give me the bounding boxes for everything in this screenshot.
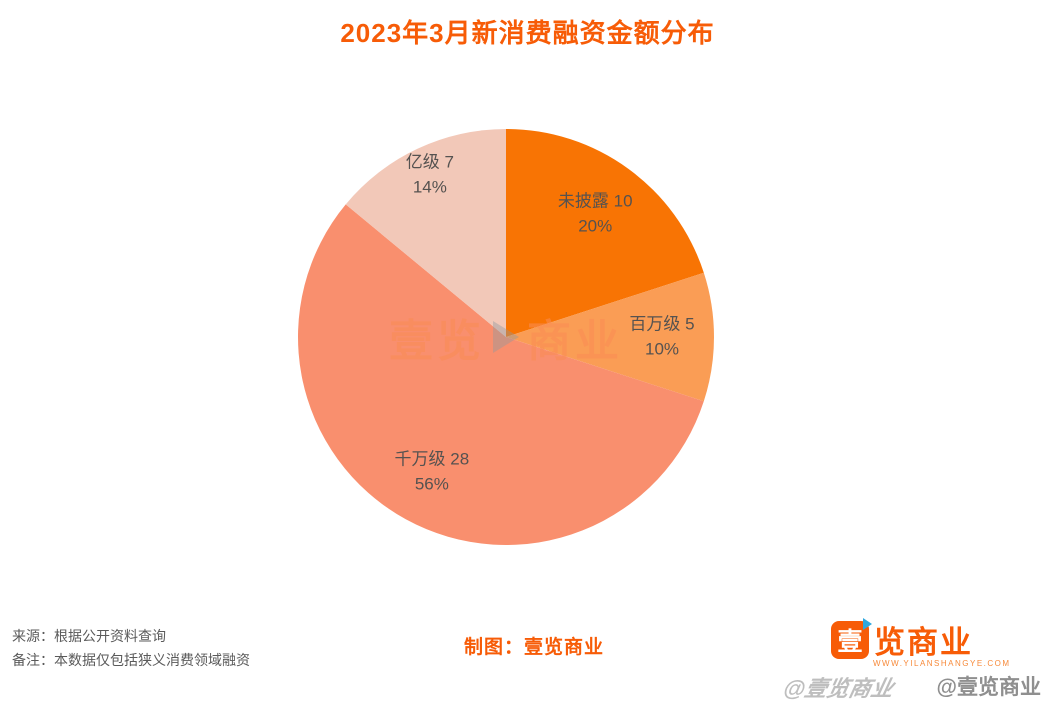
brand-handle: @壹览商业 [936,676,1041,699]
pie-svg [298,129,714,545]
play-triangle-icon [493,321,519,353]
slice-label-百万级: 百万级 5 10% [629,314,695,358]
logo-square-icon: 壹 [831,617,872,659]
page-title: 2023年3月新消费融资金额分布 [340,18,715,48]
pie-slice-百万级 [506,272,714,402]
handle-watermark-shadow: @壹览商业 [780,676,896,701]
logo-text: 览商业 [874,625,973,660]
pie-slice-千万级 [298,204,704,545]
slice-label-千万级: 千万级 28 56% [394,449,470,493]
logo-char: 壹 [837,627,863,656]
brand-logo: 壹 览商业 [831,617,973,662]
pie-slice-未披露 [506,129,704,337]
watermark-text-left: 壹览 [389,317,485,366]
logo-play-icon [863,617,872,630]
watermark-text-right: 商业 [527,317,623,366]
source-line: 来源：根据公开资料查询 [12,628,166,644]
logo-url: WWW.YILANSHANGYE.COM [873,659,1011,668]
slice-label-未披露: 未披露 10 20% [557,191,633,236]
slice-label-亿级: 亿级 7 14% [405,152,454,197]
pie-slice-亿级 [345,129,506,337]
brand-block: @壹览商业 壹 览商业 WWW.YILANSHANGYE.COM @壹览商业 [781,617,1041,701]
footer-notes: 来源：根据公开资料查询 备注：本数据仅包括狭义消费领域融资 [12,624,250,672]
center-watermark: 壹览 商业 [389,305,623,369]
pie-chart: 未披露 10 20% 百万级 5 10% 千万级 28 56% 亿级 7 14% 壹览 商业 [294,125,718,549]
credit-line: 制图：壹览商业 [463,637,605,658]
note-line: 备注：本数据仅包括狭义消费领域融资 [12,652,250,668]
